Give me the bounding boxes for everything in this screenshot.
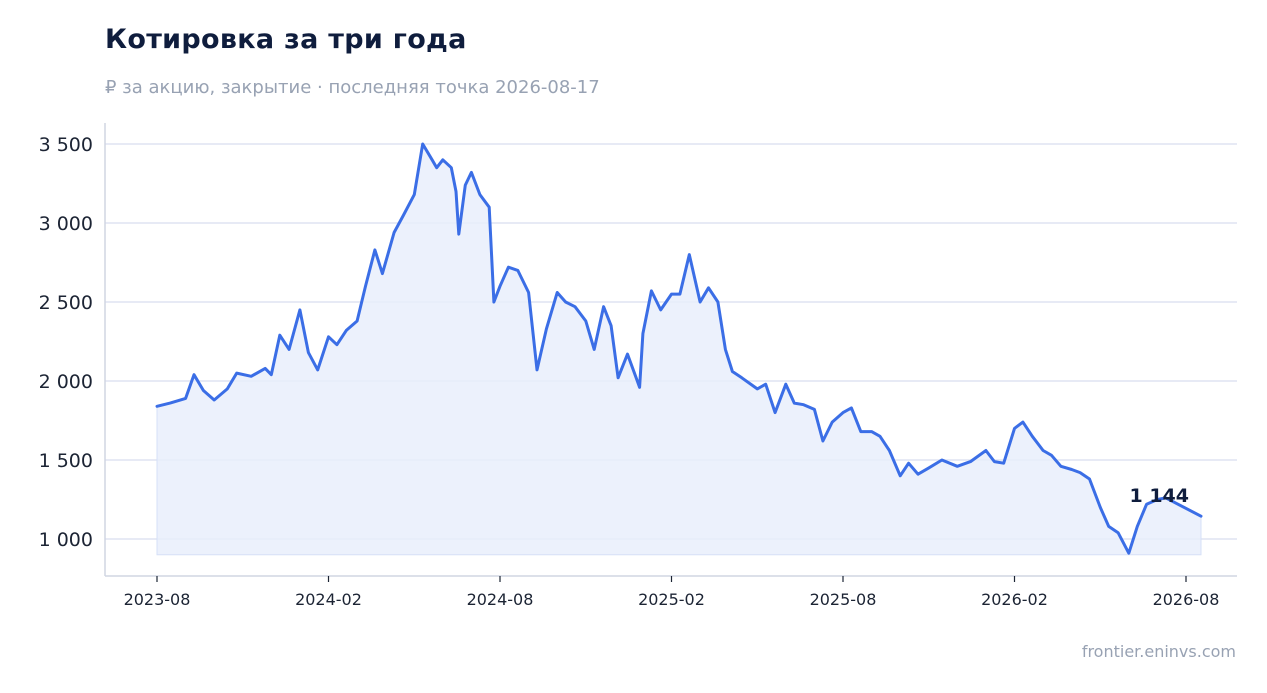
x-tick-label: 2023-08 <box>124 590 191 609</box>
price-line <box>155 142 1203 555</box>
y-tick-label: 1 000 <box>39 529 93 551</box>
y-tick-label: 2 500 <box>39 292 93 314</box>
chart-title: Котировка за три года <box>105 24 467 55</box>
x-tick-label: 2025-02 <box>638 590 705 609</box>
y-tick-label: 2 000 <box>39 371 93 393</box>
y-tick-label: 3 500 <box>39 134 93 156</box>
y-tick-labels: 1 000 1 500 2 000 2 500 3 000 3 500 <box>39 134 93 551</box>
x-tick-label: 2026-08 <box>1153 590 1220 609</box>
source-link[interactable]: frontier.eninvs.com <box>1081 642 1236 661</box>
y-tick-label: 3 000 <box>39 213 93 235</box>
price-area-fill <box>156 142 1202 556</box>
x-tick-label: 2025-08 <box>810 590 877 609</box>
chart-subtitle: ₽ за акцию, закрытие · последняя точка 2… <box>105 77 600 98</box>
y-tick-label: 1 500 <box>39 450 93 472</box>
x-tick-label: 2024-02 <box>295 590 362 609</box>
x-tick-labels: 2023-08 2024-02 2024-08 2025-02 2025-08 2026-… <box>124 576 1220 609</box>
last-value-label: 1 144 <box>1129 485 1189 507</box>
x-tick-label: 2024-08 <box>467 590 534 609</box>
x-tick-label: 2026-02 <box>981 590 1048 609</box>
